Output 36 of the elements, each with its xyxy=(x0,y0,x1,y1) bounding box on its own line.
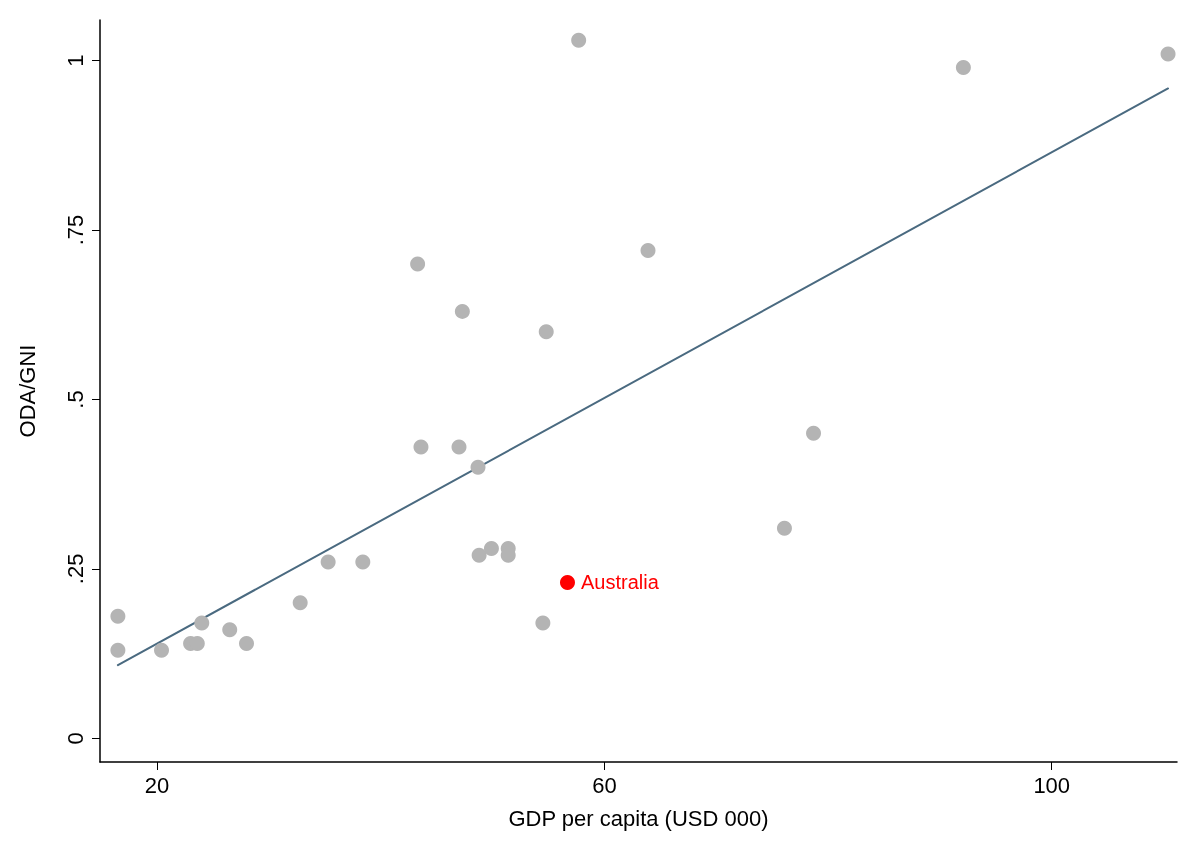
point xyxy=(410,256,426,272)
y-tick-label: 0 xyxy=(62,732,88,745)
x-tick-label: 20 xyxy=(144,772,170,798)
point xyxy=(454,303,470,319)
y-tick-label: .75 xyxy=(62,214,88,246)
point xyxy=(110,642,126,658)
point xyxy=(1160,46,1176,62)
point xyxy=(320,554,336,570)
x-tick-label: 60 xyxy=(592,772,617,798)
x-axis-title: GDP per capita (USD 000) xyxy=(508,805,769,831)
point xyxy=(955,59,971,75)
y-tick-label: .5 xyxy=(62,390,88,409)
point xyxy=(194,615,210,631)
point xyxy=(776,520,792,536)
point xyxy=(640,242,656,258)
point xyxy=(560,574,575,590)
point xyxy=(571,32,587,48)
point xyxy=(535,615,551,631)
point xyxy=(110,608,126,624)
point xyxy=(538,324,554,340)
y-axis-title: ODA/GNI xyxy=(14,344,40,438)
point xyxy=(413,439,429,455)
point xyxy=(239,635,255,651)
point xyxy=(471,547,487,563)
y-tick-label: 1 xyxy=(62,54,88,67)
point xyxy=(292,595,308,611)
point xyxy=(806,425,822,441)
point xyxy=(222,622,238,638)
point xyxy=(154,642,170,658)
point xyxy=(470,459,486,475)
point xyxy=(451,439,467,455)
y-tick-label: .25 xyxy=(62,553,88,585)
point xyxy=(355,554,371,570)
point xyxy=(483,541,499,557)
series-label: Australia xyxy=(580,571,660,594)
x-tick-label: 100 xyxy=(1033,772,1071,798)
